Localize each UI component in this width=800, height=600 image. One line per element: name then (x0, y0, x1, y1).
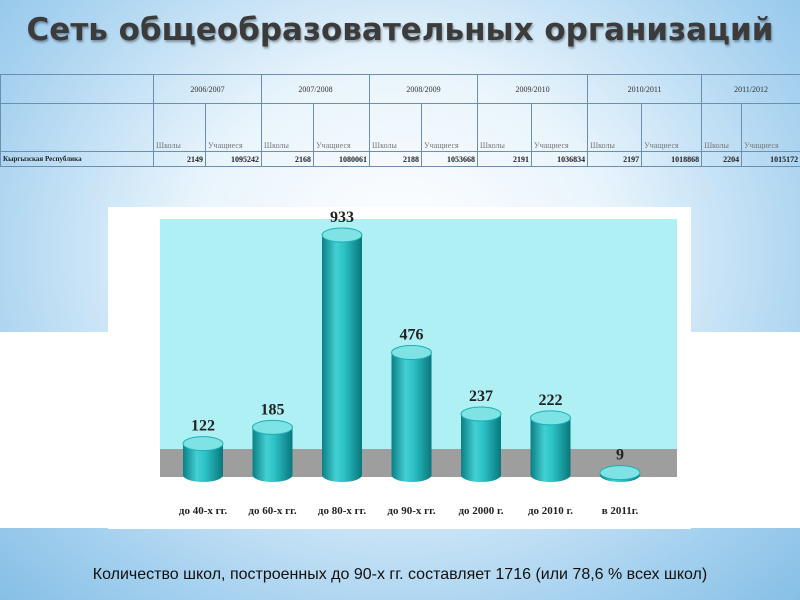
category-label: до 2000 г. (458, 505, 503, 517)
table-cell: 1080061 (313, 151, 371, 167)
bar-top (391, 345, 432, 361)
table-corner (0, 103, 154, 152)
year-header: 2006/2007 (152, 74, 263, 104)
sub-header-row: Школы Учащиеся Школы Учащиеся Школы Учащ… (0, 103, 800, 152)
sub-header-students: Учащиеся (641, 103, 703, 152)
sub-header-schools: Школы (153, 103, 206, 152)
year-header: 2008/2009 (369, 74, 479, 104)
sub-header-schools: Школы (369, 103, 423, 152)
category-label: до 90-х гг. (387, 505, 435, 517)
bar (530, 410, 571, 483)
bar-chart: 122 185 933 476 237 222 9 до 40-х гг. до 60-х г… (160, 209, 677, 517)
footer-note: Количество школ, построенных до 90-х гг.… (92, 566, 708, 583)
bar-body (530, 417, 571, 483)
year-header: 2009/2010 (477, 74, 589, 104)
sub-header-schools: Школы (261, 103, 315, 152)
sub-header-students: Учащиеся (421, 103, 479, 152)
bar (252, 419, 293, 483)
table-cell: 2191 (477, 151, 533, 167)
table-cell: 1015172 (741, 151, 800, 167)
bar (460, 406, 502, 482)
bar-body (391, 352, 432, 483)
region-name: Кыргызская Республика (0, 151, 154, 167)
table-cell: 1018868 (641, 151, 703, 167)
bar (321, 227, 363, 482)
data-label: 476 (400, 327, 424, 344)
table-cell: 2204 (701, 151, 743, 167)
bar (182, 436, 224, 482)
year-header: 2011/2012 (701, 74, 800, 104)
year-header: 2007/2008 (261, 74, 371, 104)
bar-body (183, 443, 223, 482)
category-label: до 2010 г. (528, 505, 573, 517)
sub-header-students: Учащиеся (204, 103, 263, 152)
category-label: в 2011г. (602, 505, 639, 517)
table-cell: 2197 (587, 151, 643, 167)
bar-body (322, 235, 362, 482)
table-cell: 2188 (369, 151, 423, 167)
data-label: 237 (469, 388, 493, 405)
bar-body (461, 414, 501, 482)
bar (599, 465, 641, 482)
data-label: 222 (539, 392, 563, 409)
bar-body (252, 427, 293, 483)
table-cell: 2149 (153, 151, 206, 167)
bar (391, 345, 432, 483)
table-cell: 2168 (261, 151, 315, 167)
category-label: до 40-х гг. (179, 505, 227, 517)
category-label: до 60-х гг. (248, 505, 296, 517)
data-label: 185 (261, 401, 285, 418)
data-label: 9 (616, 447, 624, 464)
table-cell: 1036834 (531, 151, 589, 167)
chart-panel: 122 185 933 476 237 222 9 до 40-х гг. до 60-х г… (108, 207, 691, 529)
sub-header-students: Учащиеся (741, 103, 800, 152)
table-cell: 1095242 (204, 151, 263, 167)
bar-top (530, 410, 571, 426)
bar-top (321, 227, 363, 243)
table-cell: 1053668 (421, 151, 479, 167)
bar-top (460, 406, 502, 422)
sub-header-schools: Школы (587, 103, 643, 152)
sub-header-students: Учащиеся (531, 103, 589, 152)
stats-table-wrap: 2006/2007 2007/2008 2008/2009 2009/2010 … (0, 74, 800, 176)
stats-table: 2006/2007 2007/2008 2008/2009 2009/2010 … (0, 74, 800, 167)
bar-top (599, 465, 641, 481)
sub-header-schools: Школы (701, 103, 743, 152)
sub-header-schools: Школы (477, 103, 533, 152)
data-label: 122 (191, 418, 215, 435)
bar-top (182, 436, 224, 452)
year-header-row: 2006/2007 2007/2008 2008/2009 2009/2010 … (0, 74, 800, 104)
page-title: Сеть общеобразовательных организаций (26, 12, 774, 48)
year-header: 2010/2011 (587, 74, 703, 104)
table-corner (0, 74, 154, 104)
table-row: Кыргызская Республика 2149 1095242 2168 … (0, 151, 800, 167)
data-label: 933 (330, 209, 354, 226)
category-label: до 80-х гг. (318, 505, 366, 517)
bar-top (252, 419, 293, 435)
sub-header-students: Учащиеся (313, 103, 371, 152)
